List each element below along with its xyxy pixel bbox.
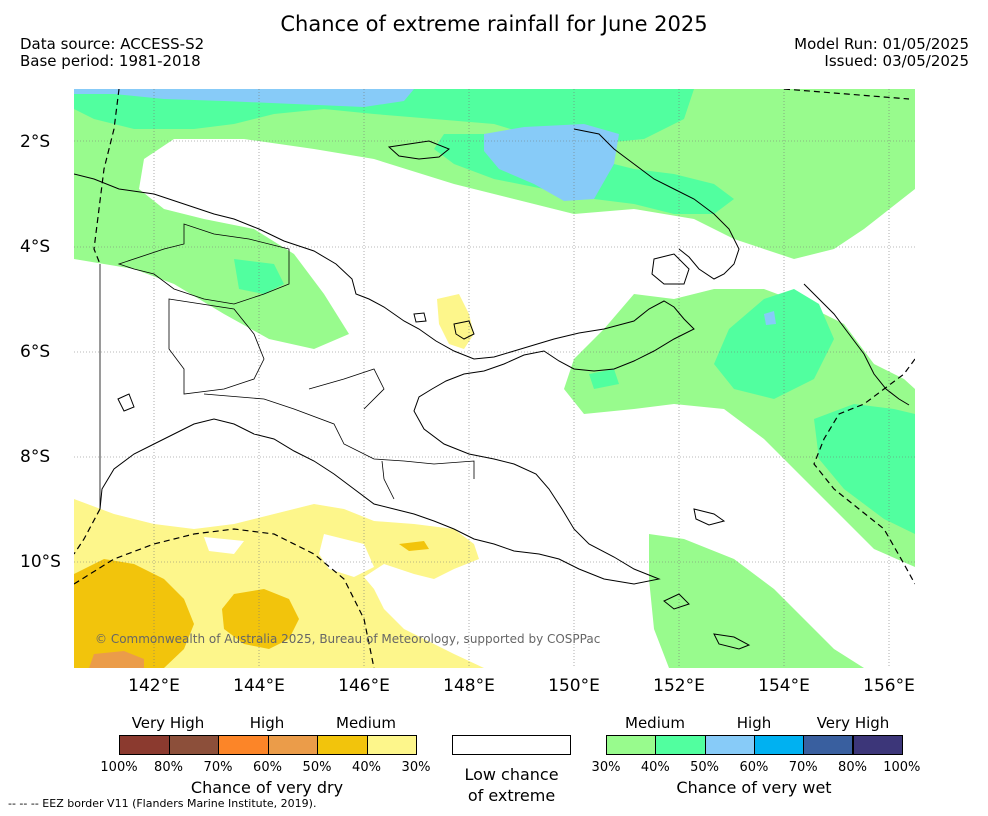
wet-cat-high: High <box>736 714 772 732</box>
wet-pcts-tick: 60% <box>739 760 769 775</box>
dry-cat-medium: Medium <box>336 714 396 732</box>
wet-bar-swatch <box>704 735 755 755</box>
wet-medium-zones <box>74 89 915 668</box>
dry-cat-very-high: Very High <box>131 714 205 732</box>
lat-label-10s: 10°S <box>20 552 61 572</box>
wet-bar-swatch <box>852 735 903 755</box>
wet-40-zones <box>74 89 915 534</box>
dry-50-zones <box>89 651 144 668</box>
lon-label-144e: 144°E <box>233 676 285 696</box>
data-source-text: Data source: ACCESS-S2 <box>20 35 205 53</box>
wet-pcts-tick: 50% <box>690 760 720 775</box>
lon-label-156e: 156°E <box>863 676 915 696</box>
lat-label-2s: 2°S <box>20 132 51 152</box>
dry-legend-label: Chance of very dry <box>190 778 344 797</box>
wet-bar-swatch <box>803 735 854 755</box>
low-chance-swatch <box>452 735 571 755</box>
dry-bar-swatch <box>267 735 318 755</box>
lon-label-146e: 146°E <box>338 676 390 696</box>
header-right: Model Run: 01/05/2025 Issued: 03/05/2025 <box>794 36 969 70</box>
lon-label-150e: 150°E <box>548 676 600 696</box>
lon-label-154e: 154°E <box>758 676 810 696</box>
lon-label-148e: 148°E <box>443 676 495 696</box>
chart-title: Chance of extreme rainfall for June 2025 <box>280 12 708 36</box>
low-chance-line1: Low chance <box>464 765 559 784</box>
wet-bar-swatch <box>753 735 805 755</box>
low-chance-gaps <box>204 534 374 577</box>
dry-cat-high: High <box>249 714 285 732</box>
lon-label-142e: 142°E <box>128 676 180 696</box>
dry-bar-swatch <box>218 735 269 755</box>
low-chance-label: Low chance of extreme <box>440 764 583 806</box>
header-left: Data source: ACCESS-S2 Base period: 1981… <box>20 36 204 70</box>
wet-cat-medium: Medium <box>625 714 685 732</box>
low-chance-line2: of extreme <box>467 786 556 805</box>
lat-label-4s: 4°S <box>20 237 51 257</box>
base-period-text: Base period: 1981-2018 <box>20 52 201 70</box>
wet-pcts-tick: 80% <box>838 760 867 775</box>
coastlines <box>74 128 910 650</box>
dry-pcts-tick: 50% <box>302 760 332 775</box>
dry-pcts-tick: 60% <box>253 760 282 775</box>
dry-bar-swatch <box>366 735 417 755</box>
lat-label-6s: 6°S <box>20 342 51 362</box>
wet-pcts-tick: 70% <box>788 760 818 775</box>
eez-note: -- -- -- EEZ border V11 (Flanders Marine… <box>8 797 317 810</box>
dry-40-zones <box>74 541 429 668</box>
dry-pcts-tick: 70% <box>203 760 233 775</box>
wet-pcts-tick: 40% <box>640 760 670 775</box>
wet-legend-label: Chance of very wet <box>676 778 832 797</box>
map-copyright: © Commonwealth of Australia 2025, Bureau… <box>95 632 600 646</box>
dry-pcts-tick: 30% <box>401 760 431 775</box>
wet-pcts-tick: 30% <box>591 760 621 775</box>
dry-bar-swatch <box>317 735 368 755</box>
dry-pcts-tick: 40% <box>352 760 381 775</box>
issued-text: Issued: 03/05/2025 <box>824 52 969 70</box>
lon-label-152e: 152°E <box>653 676 705 696</box>
eez-borders <box>74 89 915 668</box>
lat-label-8s: 8°S <box>20 447 51 467</box>
wet-50-zones <box>74 89 776 325</box>
model-run-text: Model Run: 01/05/2025 <box>794 35 969 53</box>
wet-bar-swatch <box>655 735 706 755</box>
wet-cat-very-high: Very High <box>816 714 890 732</box>
wet-pcts-tick: 100% <box>883 760 921 775</box>
dry-pcts-tick: 100% <box>100 760 138 775</box>
province-borders <box>99 223 475 509</box>
dry-bar-swatch <box>168 735 219 755</box>
rainfall-map: © Commonwealth of Australia 2025, Bureau… <box>74 89 915 668</box>
dry-bar-swatch <box>119 735 170 755</box>
dry-pcts-tick: 80% <box>154 760 183 775</box>
wet-bar-swatch <box>606 735 657 755</box>
graticule <box>74 89 915 668</box>
